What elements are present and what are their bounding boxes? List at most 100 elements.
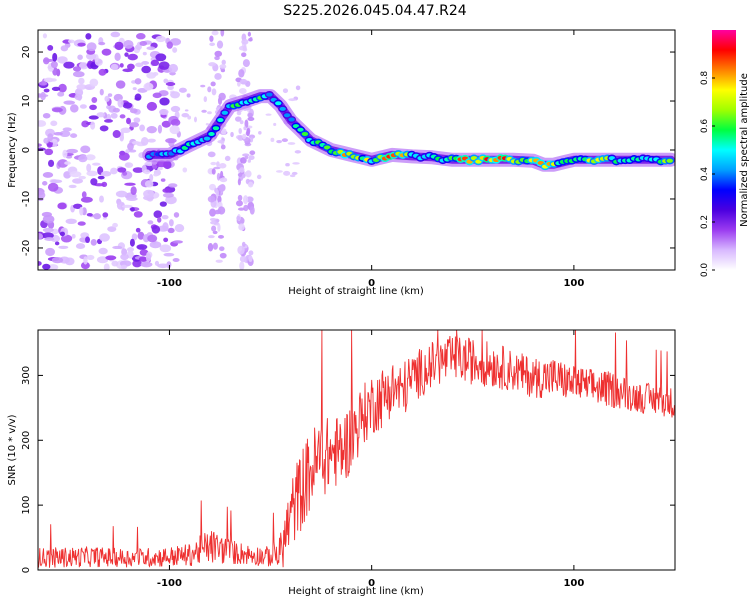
noise-blob: [38, 143, 42, 147]
noise-blob: [65, 155, 73, 159]
noise-blob: [114, 41, 124, 51]
noise-blob: [214, 50, 223, 57]
noise-blob: [134, 78, 142, 85]
noise-blob: [45, 247, 56, 257]
noise-blob: [78, 155, 88, 163]
noise-blob: [77, 54, 83, 60]
ridge-cell: [283, 113, 291, 118]
noise-blob: [130, 186, 137, 195]
spectrogram-xtick-label: 100: [563, 278, 584, 289]
noise-blob: [208, 62, 217, 67]
noise-blob: [207, 111, 212, 115]
noise-blob: [86, 163, 92, 173]
noise-blob: [50, 120, 58, 127]
noise-blob: [170, 105, 181, 113]
noise-blob: [100, 171, 112, 177]
noise-blob: [86, 254, 95, 260]
colorbar-tick-label: 0.6: [700, 119, 710, 134]
noise-blob: [85, 236, 90, 244]
noise-blob: [162, 192, 174, 198]
noise-blob: [249, 150, 256, 156]
noise-blob: [211, 168, 216, 175]
noise-blob: [159, 108, 169, 116]
noise-blob: [153, 173, 159, 177]
noise-blob: [42, 232, 54, 239]
noise-blob: [144, 180, 154, 188]
noise-blob: [122, 171, 128, 176]
noise-blob: [247, 159, 251, 163]
noise-blob: [155, 35, 166, 43]
noise-blob: [126, 196, 138, 202]
noise-blob: [50, 61, 58, 69]
noise-blob: [243, 126, 247, 131]
noise-blob: [159, 244, 172, 253]
noise-blob: [161, 215, 169, 220]
spectrogram-x-axis-label: Height of straight line (km): [288, 286, 424, 297]
noise-blob: [292, 162, 300, 165]
ridge-cell: [279, 106, 286, 111]
noise-blob: [43, 77, 55, 83]
noise-blob: [120, 127, 131, 134]
noise-blob: [143, 82, 154, 91]
noise-blob: [42, 33, 48, 39]
noise-blob: [51, 86, 61, 92]
snr-frame: [37, 329, 676, 571]
noise-blob: [38, 261, 42, 266]
noise-blob: [172, 240, 183, 244]
noise-blob: [72, 178, 84, 184]
noise-blob: [72, 66, 82, 72]
noise-blob: [248, 37, 253, 42]
noise-blob: [237, 245, 245, 255]
noise-blob: [238, 69, 245, 78]
spectrogram-ytick-label: -20: [21, 240, 32, 256]
noise-blob: [221, 59, 226, 65]
noise-blob: [152, 92, 162, 99]
ridge-cell: [266, 92, 273, 97]
snr-y-ticks: 0 100 200 300: [21, 366, 675, 573]
noise-blob: [70, 104, 79, 113]
noise-blob: [250, 136, 254, 143]
noise-blob: [42, 181, 48, 186]
noise-blob: [97, 175, 105, 180]
noise-blob: [256, 174, 262, 180]
noise-blob: [157, 124, 163, 134]
spectrogram-xtick-label: -100: [157, 278, 182, 289]
noise-blob: [241, 38, 249, 45]
noise-blob: [43, 88, 50, 93]
colorbar: 0.0 0.2 0.4 0.6 0.8 Normalized spectral ampl…: [700, 30, 750, 277]
noise-blob: [80, 261, 90, 270]
noise-blob: [287, 142, 296, 145]
noise-blob: [165, 195, 177, 205]
colorbar-tick-label: 0.4: [700, 167, 710, 182]
noise-blob: [210, 220, 218, 225]
noise-blob: [163, 78, 169, 84]
noise-blob: [132, 87, 137, 91]
noise-blob: [160, 178, 166, 182]
noise-blob: [88, 115, 99, 120]
noise-blob: [42, 171, 54, 178]
noise-blob: [77, 221, 86, 226]
noise-blob: [132, 167, 144, 173]
noise-blob: [112, 107, 120, 113]
noise-blob: [80, 196, 93, 203]
noise-blob: [112, 130, 121, 138]
noise-blob: [220, 170, 224, 179]
noise-blob: [241, 241, 246, 247]
ridge-cell: [212, 126, 220, 131]
noise-blob: [127, 53, 138, 61]
noise-blob: [90, 178, 98, 186]
spectrogram-ytick-label: 0: [21, 147, 32, 153]
noise-blob: [219, 177, 228, 183]
snr-y-axis-label: SNR (10 * v/v): [7, 414, 18, 485]
noise-blob: [89, 104, 97, 111]
noise-blob: [168, 63, 179, 73]
noise-blob: [217, 195, 222, 204]
noise-blob: [132, 259, 142, 268]
noise-blob: [129, 108, 138, 114]
noise-blob: [247, 31, 252, 37]
noise-blob: [57, 56, 68, 64]
noise-blob: [99, 125, 109, 132]
noise-blob: [85, 33, 92, 40]
noise-blob: [178, 87, 187, 93]
noise-blob: [247, 181, 254, 188]
